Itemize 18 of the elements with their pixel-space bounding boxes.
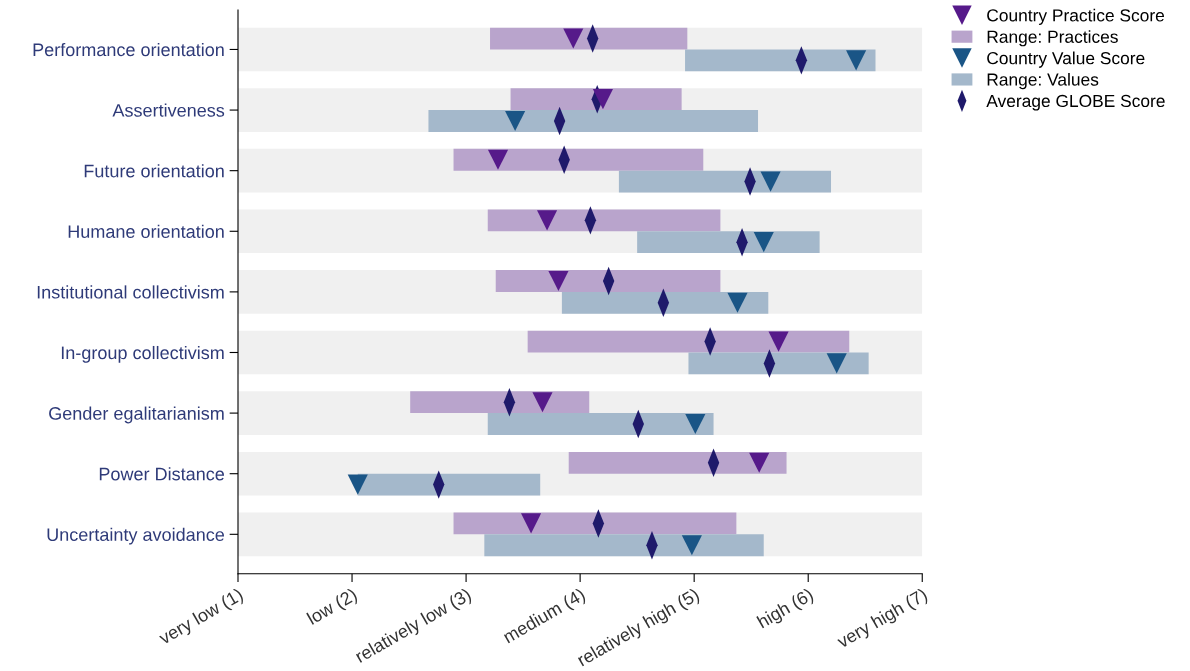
legend-label: Country Value Score — [987, 51, 1145, 68]
y-tick-label: Uncertainty avoidance — [47, 527, 225, 545]
legend-label: Country Practice Score — [987, 8, 1165, 25]
x-tick-label: very low (1) — [157, 587, 246, 649]
x-tick-label: very high (7) — [835, 587, 930, 652]
y-tick-label: Power Distance — [99, 467, 225, 481]
legend-label: Average GLOBE Score — [986, 94, 1165, 111]
y-tick-label: Institutional collectivism — [37, 285, 224, 299]
y-tick-label: In-group collectivism — [61, 345, 224, 363]
y-tick-label: Performance orientation — [33, 42, 224, 57]
y-tick-label: Assertiveness — [112, 103, 225, 117]
x-tick-label: high (6) — [756, 587, 816, 632]
y-tick-label: Gender egalitarianism — [49, 406, 224, 424]
legend-label: Range: Practices — [987, 30, 1118, 47]
legend-label: Range: Values — [987, 72, 1099, 90]
y-tick-label: Future orientation — [84, 164, 224, 178]
y-tick-label: Humane orientation — [68, 224, 224, 238]
x-tick-label: low (2) — [306, 587, 360, 628]
